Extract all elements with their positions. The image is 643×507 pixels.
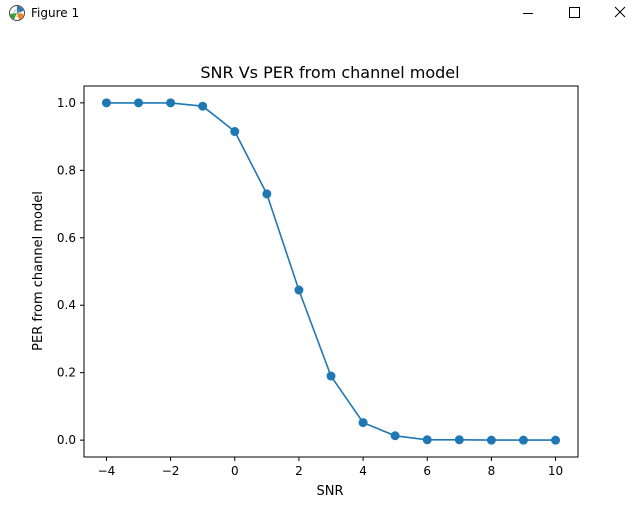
data-point [101,98,111,108]
minimize-icon [523,13,533,14]
x-tick-label: 8 [488,464,496,478]
matplotlib-figure-icon [9,5,25,21]
data-point [198,101,208,111]
data-point [134,98,144,108]
y-tick-label: 0.6 [57,231,76,245]
data-point [422,435,432,445]
y-tick-label: 0.2 [57,366,76,380]
data-point [326,371,336,381]
series-markers [101,98,561,445]
data-point [294,285,304,295]
data-point [230,127,240,137]
data-point [486,435,496,445]
x-tick-label: 2 [295,464,303,478]
y-tick-label: 0.4 [57,298,76,312]
minimize-button[interactable] [505,0,551,26]
x-tick-label: −2 [162,464,180,478]
maximize-button[interactable] [551,0,597,26]
data-point [518,435,528,445]
data-point [551,435,561,445]
x-axis: −4 −2 0 2 4 6 8 10 [98,457,563,478]
close-button[interactable] [597,0,643,26]
data-point [262,189,272,199]
x-tick-label: 0 [231,464,239,478]
window-title: Figure 1 [31,6,80,20]
close-icon [614,6,626,18]
maximize-icon [569,7,580,18]
data-point [390,431,400,441]
y-axis-label: PER from channel model [31,191,46,351]
y-tick-label: 0.0 [57,433,76,447]
figure-canvas[interactable]: SNR Vs PER from channel model −4 −2 0 2 4 6 8 1… [0,26,643,507]
line-chart[interactable]: SNR Vs PER from channel model −4 −2 0 2 4 6 8 1… [0,26,643,507]
y-tick-label: 1.0 [57,96,76,110]
x-axis-label: SNR [316,484,343,499]
series-line [106,102,556,441]
chart-title: SNR Vs PER from channel model [200,63,459,82]
x-tick-label: 4 [359,464,367,478]
x-tick-label: 10 [548,464,563,478]
x-tick-label: 6 [423,464,431,478]
y-tick-label: 0.8 [57,163,76,177]
data-point [358,418,368,428]
data-point [166,98,176,108]
plot-frame [83,85,579,458]
window-titlebar: Figure 1 [0,0,643,26]
data-point [454,435,464,445]
x-tick-label: −4 [98,464,116,478]
y-axis: 0.0 0.2 0.4 0.6 0.8 1.0 [57,96,84,447]
